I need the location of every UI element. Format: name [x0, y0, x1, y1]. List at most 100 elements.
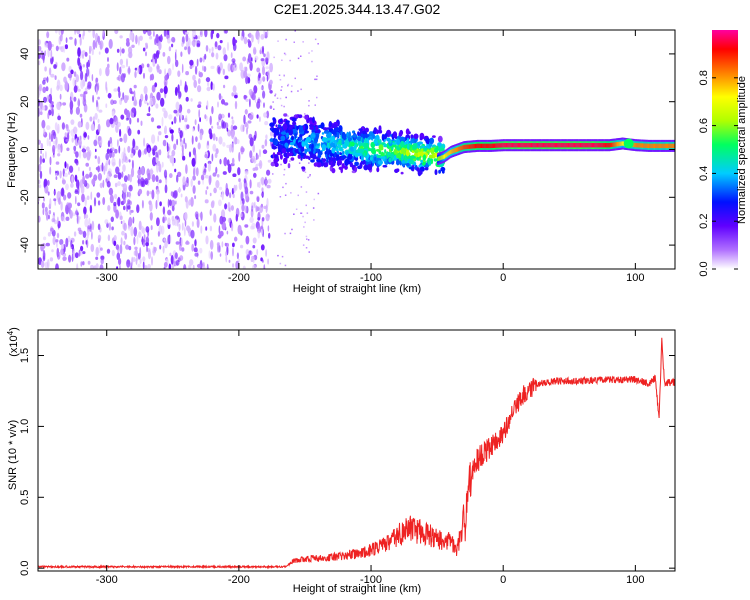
- ridge-core: [475, 143, 477, 149]
- noise-blob: [119, 244, 123, 255]
- noise-blob: [266, 184, 271, 189]
- noise-blob: [90, 123, 95, 132]
- scatter-blob: [329, 153, 334, 157]
- noise-blob: [38, 60, 41, 66]
- ridge-core: [601, 143, 603, 148]
- noise-blob: [90, 264, 94, 269]
- noise-blob: [174, 86, 178, 96]
- noise-blob: [174, 218, 178, 227]
- scatter-blob: [398, 132, 403, 137]
- noise-blob: [64, 81, 69, 91]
- scatter-blob: [354, 166, 358, 173]
- noise-blob: [243, 70, 248, 79]
- noise-blob: [77, 185, 80, 195]
- ridge-core: [570, 143, 572, 148]
- noise-blob: [126, 259, 131, 268]
- noise-blob: [117, 196, 121, 207]
- noise-blob: [148, 66, 153, 73]
- scatter-blob: [377, 160, 383, 165]
- sparse-dot: [300, 88, 302, 91]
- ridge-core: [581, 143, 583, 148]
- noise-blob: [197, 104, 202, 108]
- ridge-core: [553, 143, 555, 148]
- noise-blob: [145, 30, 148, 33]
- noise-blob: [190, 229, 195, 239]
- scatter-blob: [279, 154, 283, 160]
- noise-blob: [115, 166, 120, 175]
- scatter-blob: [438, 147, 442, 153]
- snr-y-scale-exponent: 4: [6, 330, 15, 335]
- noise-blob: [226, 41, 230, 52]
- noise-blob: [67, 192, 72, 199]
- noise-blob: [186, 124, 190, 129]
- noise-blob: [134, 70, 137, 79]
- sparse-dot: [287, 84, 289, 87]
- noise-blob: [63, 172, 68, 178]
- noise-blob: [150, 117, 155, 123]
- noise-blob: [38, 197, 41, 202]
- noise-blob: [109, 136, 113, 144]
- noise-blob: [116, 62, 119, 72]
- spectrogram-marks: [38, 30, 675, 269]
- ridge-core: [665, 143, 667, 149]
- scatter-blob: [331, 147, 336, 154]
- noise-blob: [77, 202, 81, 207]
- noise-blob: [46, 179, 50, 186]
- noise-blob: [172, 63, 174, 71]
- noise-blob: [156, 63, 160, 73]
- noise-blob: [174, 51, 177, 62]
- noise-blob: [246, 249, 249, 255]
- sparse-dot: [279, 97, 282, 100]
- noise-blob: [83, 91, 86, 102]
- scatter-blob: [291, 135, 294, 141]
- noise-blob: [227, 201, 231, 212]
- ridge-core: [652, 143, 654, 149]
- ridge-core: [614, 142, 616, 147]
- scatter-blob: [380, 152, 385, 157]
- ridge-core: [577, 143, 579, 148]
- noise-blob: [249, 179, 252, 189]
- noise-blob: [236, 139, 240, 144]
- scatter-blob: [294, 148, 300, 154]
- noise-blob: [206, 100, 209, 109]
- noise-blob: [54, 139, 58, 149]
- noise-blob: [231, 157, 235, 165]
- noise-blob: [78, 249, 81, 257]
- ridge-core: [531, 143, 533, 148]
- noise-blob: [209, 239, 214, 250]
- noise-blob: [240, 244, 244, 249]
- noise-blob: [42, 249, 46, 260]
- noise-blob: [93, 197, 97, 207]
- scatter-blob: [277, 144, 283, 151]
- ridge-core: [571, 143, 573, 148]
- scatter-blob: [347, 153, 353, 160]
- ridge-core: [604, 143, 606, 148]
- noise-blob: [97, 135, 102, 142]
- noise-blob: [167, 198, 170, 208]
- scatter-blob: [440, 147, 445, 152]
- noise-blob: [113, 174, 118, 178]
- noise-blob: [233, 63, 238, 72]
- noise-blob: [142, 150, 145, 156]
- sparse-dot: [302, 116, 305, 118]
- noise-blob: [265, 204, 268, 214]
- ridge-core: [530, 143, 532, 148]
- noise-blob: [191, 243, 195, 252]
- scatter-blob: [281, 148, 287, 154]
- noise-blob: [209, 209, 212, 216]
- noise-blob: [38, 39, 41, 46]
- noise-blob: [48, 93, 53, 104]
- scatter-blob: [326, 137, 331, 141]
- sparse-dot: [297, 90, 299, 92]
- noise-blob: [196, 263, 202, 268]
- scatter-blob: [321, 132, 325, 135]
- ridge-core: [673, 143, 675, 149]
- noise-blob: [82, 230, 87, 238]
- noise-blob: [155, 199, 158, 210]
- noise-blob: [181, 144, 184, 153]
- ridge-core: [660, 143, 662, 149]
- ridge-core: [479, 143, 481, 149]
- sparse-dot: [284, 232, 286, 235]
- ridge-core: [554, 143, 556, 148]
- noise-blob: [117, 172, 122, 180]
